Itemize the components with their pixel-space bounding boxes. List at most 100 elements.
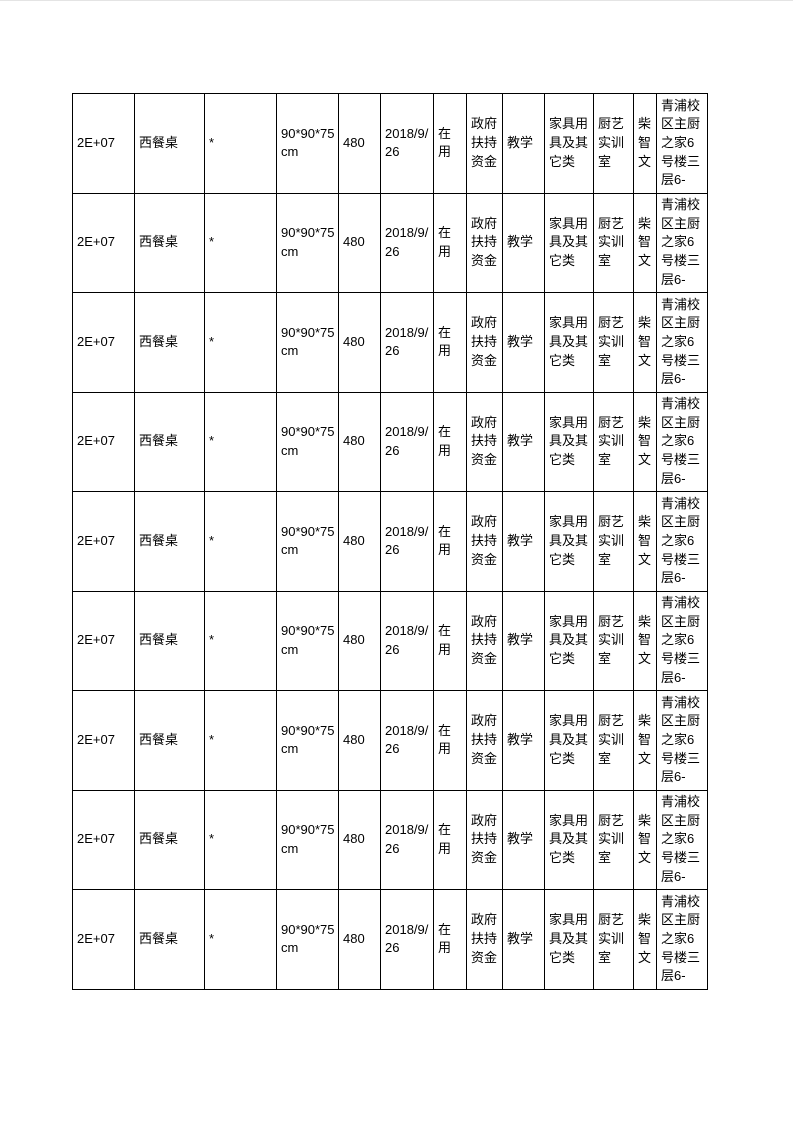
table-row: 2E+07 西餐桌 * 90*90*75 cm 480 2018/9/ 26 在用 政府 扶持… [72, 789, 708, 890]
asset-table: 2E+07 西餐桌 * 90*90*75 cm 480 2018/9/ 26 在用 政府 扶持… [72, 93, 708, 990]
cell-custodian: 柴 智 文 [633, 292, 657, 393]
cell-custodian: 柴 智 文 [633, 391, 657, 492]
cell-fund-source: 政府 扶持 资金 [466, 889, 503, 990]
cell-price: 480 [338, 491, 381, 592]
cell-room: 厨艺 实训 室 [593, 889, 634, 990]
cell-status: 在用 [433, 491, 467, 592]
cell-price: 480 [338, 590, 381, 691]
cell-acquire-date: 2018/9/ 26 [380, 889, 434, 990]
cell-spec: 90*90*75 cm [276, 292, 339, 393]
cell-acquire-date: 2018/9/ 26 [380, 590, 434, 691]
cell-status: 在用 [433, 690, 467, 791]
cell-price: 480 [338, 391, 381, 492]
cell-location: 青浦校 区主厨 之家6 号楼三 层6- [656, 590, 708, 691]
cell-spec: 90*90*75 cm [276, 690, 339, 791]
cell-fund-source: 政府 扶持 资金 [466, 93, 503, 194]
cell-fund-source: 政府 扶持 资金 [466, 292, 503, 393]
cell-purpose: 教学 [502, 590, 545, 691]
cell-price: 480 [338, 889, 381, 990]
table-row: 2E+07 西餐桌 * 90*90*75 cm 480 2018/9/ 26 在用 政府 扶持… [72, 292, 708, 393]
cell-model: * [204, 690, 277, 791]
cell-price: 480 [338, 192, 381, 293]
cell-acquire-date: 2018/9/ 26 [380, 391, 434, 492]
cell-asset-name: 西餐桌 [134, 192, 205, 293]
table-row: 2E+07 西餐桌 * 90*90*75 cm 480 2018/9/ 26 在用 政府 扶持… [72, 192, 708, 293]
page-top-edge [0, 0, 793, 1]
cell-status: 在用 [433, 889, 467, 990]
cell-location: 青浦校 区主厨 之家6 号楼三 层6- [656, 889, 708, 990]
cell-category: 家具用 具及其 它类 [544, 491, 594, 592]
cell-asset-name: 西餐桌 [134, 789, 205, 890]
cell-purpose: 教学 [502, 192, 545, 293]
cell-asset-name: 西餐桌 [134, 491, 205, 592]
cell-custodian: 柴 智 文 [633, 192, 657, 293]
cell-spec: 90*90*75 cm [276, 93, 339, 194]
cell-location: 青浦校 区主厨 之家6 号楼三 层6- [656, 192, 708, 293]
table-row: 2E+07 西餐桌 * 90*90*75 cm 480 2018/9/ 26 在用 政府 扶持… [72, 690, 708, 791]
cell-room: 厨艺 实训 室 [593, 789, 634, 890]
cell-price: 480 [338, 93, 381, 194]
cell-category: 家具用 具及其 它类 [544, 292, 594, 393]
cell-room: 厨艺 实训 室 [593, 192, 634, 293]
cell-fund-source: 政府 扶持 资金 [466, 491, 503, 592]
cell-purpose: 教学 [502, 391, 545, 492]
cell-spec: 90*90*75 cm [276, 391, 339, 492]
cell-purpose: 教学 [502, 93, 545, 194]
cell-asset-id: 2E+07 [72, 690, 135, 791]
cell-status: 在用 [433, 93, 467, 194]
cell-asset-name: 西餐桌 [134, 93, 205, 194]
cell-custodian: 柴 智 文 [633, 789, 657, 890]
cell-asset-id: 2E+07 [72, 391, 135, 492]
cell-asset-id: 2E+07 [72, 292, 135, 393]
cell-purpose: 教学 [502, 789, 545, 890]
cell-location: 青浦校 区主厨 之家6 号楼三 层6- [656, 491, 708, 592]
cell-model: * [204, 590, 277, 691]
cell-room: 厨艺 实训 室 [593, 292, 634, 393]
table-row: 2E+07 西餐桌 * 90*90*75 cm 480 2018/9/ 26 在用 政府 扶持… [72, 590, 708, 691]
cell-asset-id: 2E+07 [72, 491, 135, 592]
cell-acquire-date: 2018/9/ 26 [380, 192, 434, 293]
cell-price: 480 [338, 789, 381, 890]
cell-asset-name: 西餐桌 [134, 391, 205, 492]
cell-price: 480 [338, 690, 381, 791]
cell-room: 厨艺 实训 室 [593, 93, 634, 194]
table-body: 2E+07 西餐桌 * 90*90*75 cm 480 2018/9/ 26 在用 政府 扶持… [72, 93, 708, 990]
cell-price: 480 [338, 292, 381, 393]
cell-spec: 90*90*75 cm [276, 192, 339, 293]
cell-asset-name: 西餐桌 [134, 292, 205, 393]
cell-asset-id: 2E+07 [72, 789, 135, 890]
cell-category: 家具用 具及其 它类 [544, 690, 594, 791]
cell-fund-source: 政府 扶持 资金 [466, 391, 503, 492]
cell-status: 在用 [433, 292, 467, 393]
cell-model: * [204, 789, 277, 890]
cell-custodian: 柴 智 文 [633, 889, 657, 990]
cell-model: * [204, 192, 277, 293]
cell-purpose: 教学 [502, 491, 545, 592]
cell-location: 青浦校 区主厨 之家6 号楼三 层6- [656, 391, 708, 492]
cell-fund-source: 政府 扶持 资金 [466, 690, 503, 791]
cell-custodian: 柴 智 文 [633, 690, 657, 791]
cell-location: 青浦校 区主厨 之家6 号楼三 层6- [656, 690, 708, 791]
cell-purpose: 教学 [502, 292, 545, 393]
cell-spec: 90*90*75 cm [276, 789, 339, 890]
cell-category: 家具用 具及其 它类 [544, 192, 594, 293]
cell-model: * [204, 93, 277, 194]
cell-room: 厨艺 实训 室 [593, 391, 634, 492]
cell-category: 家具用 具及其 它类 [544, 391, 594, 492]
cell-custodian: 柴 智 文 [633, 491, 657, 592]
cell-acquire-date: 2018/9/ 26 [380, 789, 434, 890]
cell-room: 厨艺 实训 室 [593, 690, 634, 791]
cell-status: 在用 [433, 391, 467, 492]
table-row: 2E+07 西餐桌 * 90*90*75 cm 480 2018/9/ 26 在用 政府 扶持… [72, 491, 708, 592]
cell-fund-source: 政府 扶持 资金 [466, 789, 503, 890]
cell-purpose: 教学 [502, 889, 545, 990]
cell-asset-id: 2E+07 [72, 590, 135, 691]
cell-fund-source: 政府 扶持 资金 [466, 590, 503, 691]
cell-spec: 90*90*75 cm [276, 491, 339, 592]
cell-model: * [204, 292, 277, 393]
cell-room: 厨艺 实训 室 [593, 590, 634, 691]
cell-room: 厨艺 实训 室 [593, 491, 634, 592]
cell-asset-name: 西餐桌 [134, 690, 205, 791]
cell-category: 家具用 具及其 它类 [544, 590, 594, 691]
